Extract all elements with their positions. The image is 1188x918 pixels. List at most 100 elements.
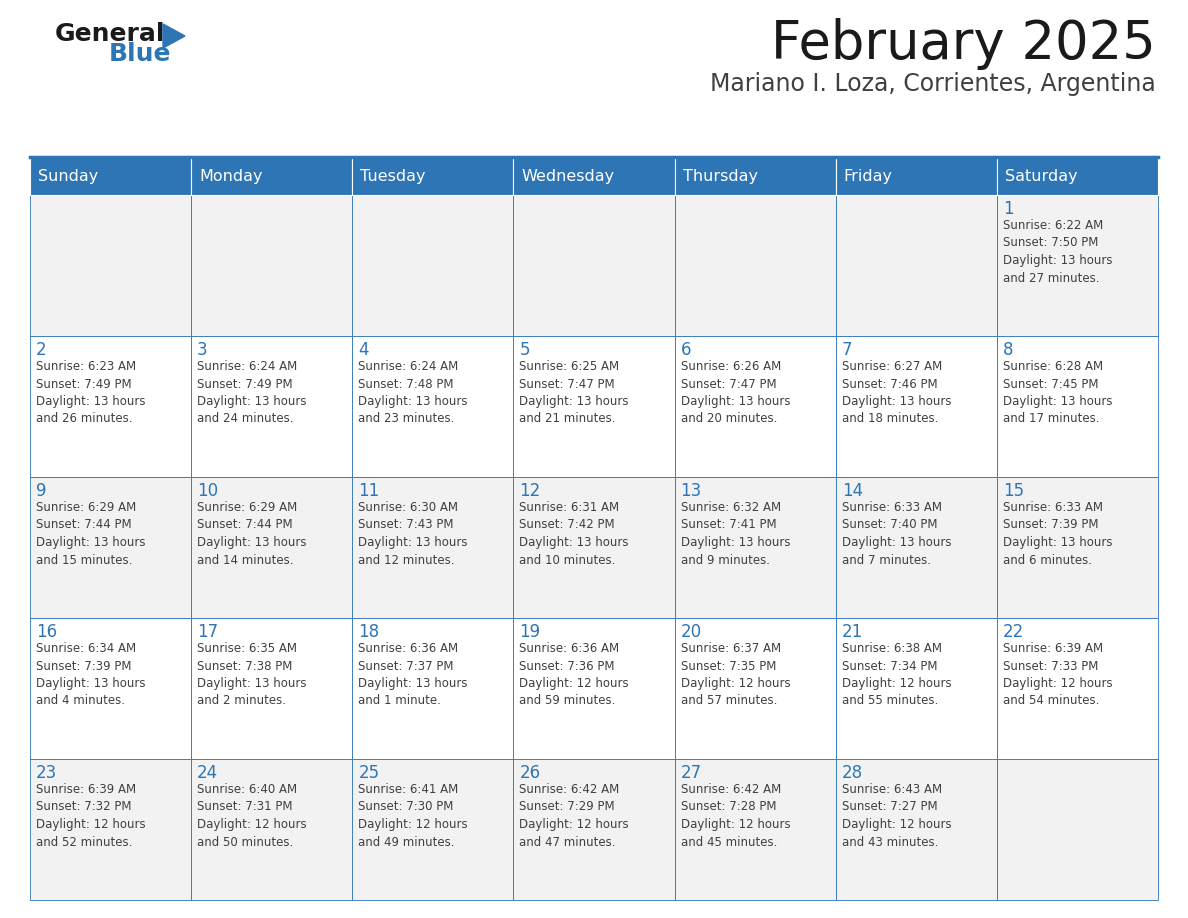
Text: 26: 26: [519, 764, 541, 782]
Bar: [353, 157, 513, 195]
Text: Sunday: Sunday: [38, 169, 99, 184]
Text: Sunrise: 6:29 AM
Sunset: 7:44 PM
Daylight: 13 hours
and 14 minutes.: Sunrise: 6:29 AM Sunset: 7:44 PM Dayligh…: [197, 501, 307, 566]
Text: Sunrise: 6:32 AM
Sunset: 7:41 PM
Daylight: 13 hours
and 9 minutes.: Sunrise: 6:32 AM Sunset: 7:41 PM Dayligh…: [681, 501, 790, 566]
Bar: [353, 195, 513, 336]
Bar: [997, 618, 1158, 759]
Text: 27: 27: [681, 764, 702, 782]
Text: Sunrise: 6:38 AM
Sunset: 7:34 PM
Daylight: 12 hours
and 55 minutes.: Sunrise: 6:38 AM Sunset: 7:34 PM Dayligh…: [842, 642, 952, 708]
Bar: [835, 157, 997, 195]
Bar: [675, 618, 835, 759]
Bar: [30, 618, 191, 759]
Text: 15: 15: [1003, 482, 1024, 500]
Text: February 2025: February 2025: [771, 18, 1156, 70]
Text: Sunrise: 6:43 AM
Sunset: 7:27 PM
Daylight: 12 hours
and 43 minutes.: Sunrise: 6:43 AM Sunset: 7:27 PM Dayligh…: [842, 783, 952, 848]
Text: 25: 25: [359, 764, 379, 782]
Bar: [997, 759, 1158, 900]
Text: Sunrise: 6:39 AM
Sunset: 7:33 PM
Daylight: 12 hours
and 54 minutes.: Sunrise: 6:39 AM Sunset: 7:33 PM Dayligh…: [1003, 642, 1112, 708]
Bar: [191, 759, 353, 900]
Text: 20: 20: [681, 623, 702, 641]
Bar: [835, 336, 997, 477]
Text: Mariano I. Loza, Corrientes, Argentina: Mariano I. Loza, Corrientes, Argentina: [710, 72, 1156, 96]
Text: 14: 14: [842, 482, 862, 500]
Text: 8: 8: [1003, 341, 1013, 359]
Text: 7: 7: [842, 341, 852, 359]
Bar: [353, 336, 513, 477]
Bar: [30, 336, 191, 477]
Text: Sunrise: 6:30 AM
Sunset: 7:43 PM
Daylight: 13 hours
and 12 minutes.: Sunrise: 6:30 AM Sunset: 7:43 PM Dayligh…: [359, 501, 468, 566]
Bar: [997, 336, 1158, 477]
Text: Sunrise: 6:29 AM
Sunset: 7:44 PM
Daylight: 13 hours
and 15 minutes.: Sunrise: 6:29 AM Sunset: 7:44 PM Dayligh…: [36, 501, 145, 566]
Text: 18: 18: [359, 623, 379, 641]
Text: Sunrise: 6:41 AM
Sunset: 7:30 PM
Daylight: 12 hours
and 49 minutes.: Sunrise: 6:41 AM Sunset: 7:30 PM Dayligh…: [359, 783, 468, 848]
Bar: [191, 336, 353, 477]
Text: 28: 28: [842, 764, 862, 782]
Bar: [191, 157, 353, 195]
Polygon shape: [163, 24, 185, 48]
Text: 9: 9: [36, 482, 46, 500]
Text: 11: 11: [359, 482, 379, 500]
Text: Sunrise: 6:42 AM
Sunset: 7:28 PM
Daylight: 12 hours
and 45 minutes.: Sunrise: 6:42 AM Sunset: 7:28 PM Dayligh…: [681, 783, 790, 848]
Bar: [513, 477, 675, 618]
Bar: [675, 477, 835, 618]
Bar: [997, 195, 1158, 336]
Bar: [30, 477, 191, 618]
Text: 4: 4: [359, 341, 368, 359]
Text: Saturday: Saturday: [1005, 169, 1078, 184]
Text: Sunrise: 6:35 AM
Sunset: 7:38 PM
Daylight: 13 hours
and 2 minutes.: Sunrise: 6:35 AM Sunset: 7:38 PM Dayligh…: [197, 642, 307, 708]
Bar: [675, 336, 835, 477]
Bar: [513, 336, 675, 477]
Text: General: General: [55, 22, 165, 46]
Text: 3: 3: [197, 341, 208, 359]
Bar: [835, 618, 997, 759]
Text: 12: 12: [519, 482, 541, 500]
Text: 21: 21: [842, 623, 862, 641]
Text: Sunrise: 6:24 AM
Sunset: 7:49 PM
Daylight: 13 hours
and 24 minutes.: Sunrise: 6:24 AM Sunset: 7:49 PM Dayligh…: [197, 360, 307, 426]
Bar: [513, 759, 675, 900]
Bar: [191, 195, 353, 336]
Text: Tuesday: Tuesday: [360, 169, 425, 184]
Bar: [191, 618, 353, 759]
Text: Monday: Monday: [200, 169, 263, 184]
Bar: [353, 477, 513, 618]
Text: Sunrise: 6:40 AM
Sunset: 7:31 PM
Daylight: 12 hours
and 50 minutes.: Sunrise: 6:40 AM Sunset: 7:31 PM Dayligh…: [197, 783, 307, 848]
Bar: [353, 759, 513, 900]
Text: 17: 17: [197, 623, 219, 641]
Text: Blue: Blue: [109, 42, 171, 66]
Bar: [675, 195, 835, 336]
Bar: [30, 157, 191, 195]
Text: 16: 16: [36, 623, 57, 641]
Text: Sunrise: 6:33 AM
Sunset: 7:39 PM
Daylight: 13 hours
and 6 minutes.: Sunrise: 6:33 AM Sunset: 7:39 PM Dayligh…: [1003, 501, 1112, 566]
Text: 22: 22: [1003, 623, 1024, 641]
Text: 19: 19: [519, 623, 541, 641]
Text: Sunrise: 6:37 AM
Sunset: 7:35 PM
Daylight: 12 hours
and 57 minutes.: Sunrise: 6:37 AM Sunset: 7:35 PM Dayligh…: [681, 642, 790, 708]
Bar: [513, 195, 675, 336]
Text: Sunrise: 6:36 AM
Sunset: 7:37 PM
Daylight: 13 hours
and 1 minute.: Sunrise: 6:36 AM Sunset: 7:37 PM Dayligh…: [359, 642, 468, 708]
Text: Sunrise: 6:26 AM
Sunset: 7:47 PM
Daylight: 13 hours
and 20 minutes.: Sunrise: 6:26 AM Sunset: 7:47 PM Dayligh…: [681, 360, 790, 426]
Text: Sunrise: 6:36 AM
Sunset: 7:36 PM
Daylight: 12 hours
and 59 minutes.: Sunrise: 6:36 AM Sunset: 7:36 PM Dayligh…: [519, 642, 630, 708]
Bar: [835, 195, 997, 336]
Text: 23: 23: [36, 764, 57, 782]
Text: Friday: Friday: [843, 169, 892, 184]
Text: Sunrise: 6:28 AM
Sunset: 7:45 PM
Daylight: 13 hours
and 17 minutes.: Sunrise: 6:28 AM Sunset: 7:45 PM Dayligh…: [1003, 360, 1112, 426]
Bar: [835, 477, 997, 618]
Text: Sunrise: 6:25 AM
Sunset: 7:47 PM
Daylight: 13 hours
and 21 minutes.: Sunrise: 6:25 AM Sunset: 7:47 PM Dayligh…: [519, 360, 628, 426]
Text: Wednesday: Wednesday: [522, 169, 614, 184]
Text: 1: 1: [1003, 200, 1013, 218]
Bar: [997, 477, 1158, 618]
Bar: [353, 618, 513, 759]
Bar: [513, 157, 675, 195]
Bar: [30, 759, 191, 900]
Text: Sunrise: 6:33 AM
Sunset: 7:40 PM
Daylight: 13 hours
and 7 minutes.: Sunrise: 6:33 AM Sunset: 7:40 PM Dayligh…: [842, 501, 952, 566]
Text: 13: 13: [681, 482, 702, 500]
Text: Sunrise: 6:23 AM
Sunset: 7:49 PM
Daylight: 13 hours
and 26 minutes.: Sunrise: 6:23 AM Sunset: 7:49 PM Dayligh…: [36, 360, 145, 426]
Text: 10: 10: [197, 482, 219, 500]
Bar: [835, 759, 997, 900]
Bar: [30, 195, 191, 336]
Text: 6: 6: [681, 341, 691, 359]
Text: 2: 2: [36, 341, 46, 359]
Bar: [513, 618, 675, 759]
Text: 5: 5: [519, 341, 530, 359]
Text: Sunrise: 6:27 AM
Sunset: 7:46 PM
Daylight: 13 hours
and 18 minutes.: Sunrise: 6:27 AM Sunset: 7:46 PM Dayligh…: [842, 360, 952, 426]
Text: Sunrise: 6:22 AM
Sunset: 7:50 PM
Daylight: 13 hours
and 27 minutes.: Sunrise: 6:22 AM Sunset: 7:50 PM Dayligh…: [1003, 219, 1112, 285]
Bar: [675, 157, 835, 195]
